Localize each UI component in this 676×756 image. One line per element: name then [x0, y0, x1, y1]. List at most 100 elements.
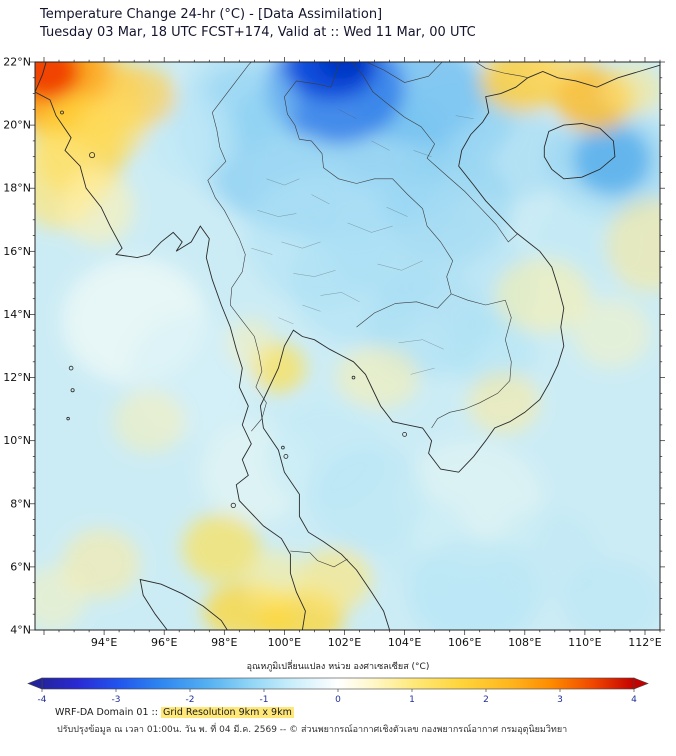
island-outline: [281, 445, 285, 450]
colorbar-left-arrow: [27, 677, 43, 690]
province-border: [377, 260, 423, 271]
coastline: [259, 64, 660, 630]
colorbar-tick-label: 2: [483, 695, 489, 705]
plot-subtitle: Tuesday 03 Mar, 18 UTC FCST+174, Valid a…: [40, 25, 476, 40]
axis-labels: 22°N 20°N 18°N 16°N 14°N 12°N 10°N 8°N 6°N 4°N 94°…: [3, 56, 662, 650]
province-border: [251, 248, 273, 255]
footer-domain-prefix: WRF-DA Domain 01 ::: [55, 707, 161, 718]
footer-grid-resolution: Grid Resolution 9km x 9km: [160, 707, 294, 718]
province-border: [398, 339, 444, 350]
province-border: [257, 210, 297, 217]
footer-update-info: ปรับปรุงข้อมูล ณ เวลา 01:00น. วัน พ. ที่…: [57, 725, 568, 735]
heat-blob: [299, 547, 372, 612]
lon-tick-label: 104°E: [388, 636, 421, 649]
island-outline: [89, 152, 96, 159]
province-border: [281, 241, 321, 249]
lon-tick-label: 102°E: [328, 636, 361, 649]
lat-tick-label: 10°N: [3, 434, 31, 447]
country-border: [475, 62, 528, 79]
province-border: [278, 317, 294, 325]
country-border: [431, 293, 512, 429]
lon-tick-label: 110°E: [568, 636, 601, 649]
province-border: [371, 140, 390, 151]
province-border: [320, 292, 360, 302]
island-outline: [283, 453, 289, 459]
lat-tick-label: 4°N: [10, 624, 31, 637]
colorbar-tick-label: 3: [557, 695, 563, 705]
lat-tick-label: 12°N: [3, 371, 31, 384]
lon-tick-label: 106°E: [448, 636, 481, 649]
lat-tick-label: 22°N: [3, 56, 31, 69]
lat-tick-label: 6°N: [10, 560, 31, 573]
country-border: [207, 129, 267, 432]
province-border: [410, 367, 435, 375]
heat-blob: [227, 317, 276, 368]
heat-blob: [35, 566, 87, 630]
country-border: [365, 62, 443, 83]
plot-header: Temperature Change 24-hr (°C) - [Data As…: [40, 6, 476, 42]
heat-blob: [317, 62, 372, 81]
island-outline: [68, 365, 74, 371]
heat-blob: [335, 346, 420, 410]
country-border: [287, 113, 454, 294]
lon-tick-label: 108°E: [508, 636, 541, 649]
heat-blob: [77, 96, 150, 160]
coastline: [139, 578, 228, 630]
heat-blob: [572, 298, 652, 369]
province-border: [338, 109, 357, 119]
colorbar-right-arrow: [633, 677, 649, 690]
heat-blob: [605, 197, 660, 293]
colorbar-tick-label: 4: [631, 695, 637, 705]
country-border: [356, 293, 452, 328]
island-outline: [402, 431, 408, 437]
island-outline: [70, 388, 75, 393]
heat-blob: [446, 308, 537, 391]
temperature-heat-field: [35, 62, 660, 630]
province-border: [386, 207, 408, 217]
colorbar-tick-label: 1: [409, 695, 415, 705]
geography-lines: [35, 62, 660, 630]
province-border: [293, 270, 336, 277]
heat-blob: [374, 497, 471, 586]
colorbar-tick-label: 0: [335, 695, 341, 705]
heat-blob: [146, 93, 237, 182]
map-canvas: 22°N 20°N 18°N 16°N 14°N 12°N 10°N 8°N 6°N 4°N 94°…: [3, 56, 665, 650]
plot-title: Temperature Change 24-hr (°C) - [Data As…: [40, 7, 383, 22]
island-outline: [66, 416, 70, 421]
heat-blob: [62, 529, 141, 599]
heat-blob: [113, 390, 186, 454]
colorbar-tick-label: -3: [112, 695, 121, 705]
heat-blob: [62, 169, 135, 246]
country-border: [211, 62, 252, 130]
heat-blob: [182, 513, 261, 583]
lon-tick-label: 94°E: [91, 636, 117, 649]
lon-tick-label: 96°E: [151, 636, 177, 649]
province-border: [311, 194, 330, 205]
lat-tick-label: 18°N: [3, 182, 31, 195]
lon-tick-label: 112°E: [628, 636, 661, 649]
heat-blob: [35, 62, 81, 100]
province-border: [302, 304, 321, 312]
coastline: [543, 123, 616, 180]
country-border: [351, 62, 518, 243]
colorbar-ticks: -4 -3 -2 -1 0 1 2 3 4: [38, 689, 637, 705]
province-border: [266, 178, 300, 186]
province-border: [455, 115, 474, 119]
country-border: [290, 550, 348, 568]
colorbar-gradient-bar: [41, 677, 635, 690]
lat-tick-label: 20°N: [3, 119, 31, 132]
heat-blob: [494, 257, 591, 334]
province-border: [413, 150, 432, 157]
island-outline: [230, 502, 236, 508]
lat-tick-label: 16°N: [3, 245, 31, 258]
heat-blob: [467, 371, 540, 435]
island-outline: [351, 375, 356, 380]
footer-domain-info: WRF-DA Domain 01 :: Grid Resolution 9km …: [55, 707, 294, 718]
colorbar-tick-label: -1: [260, 695, 269, 705]
lon-tick-label: 100°E: [268, 636, 301, 649]
heat-blob: [245, 551, 306, 608]
island-outline: [60, 110, 64, 115]
colorbar-tick-label: -4: [38, 695, 47, 705]
axis-ticks: [30, 57, 665, 635]
